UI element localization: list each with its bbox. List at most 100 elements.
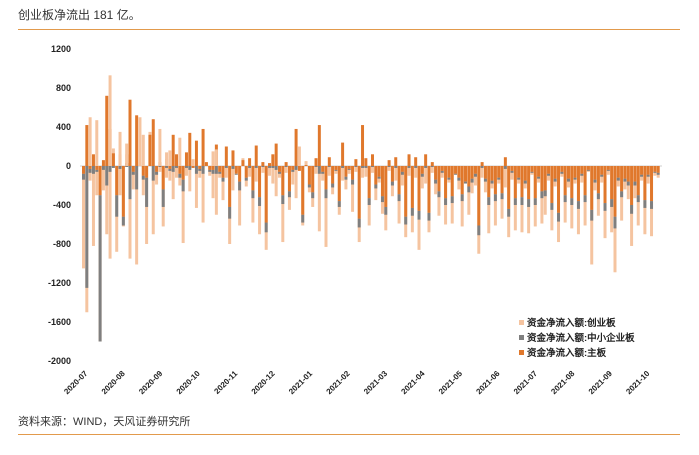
bar-zhongxiao <box>610 199 614 207</box>
bar-zhongxiao <box>351 179 355 185</box>
bar-zhongxiao <box>121 216 125 226</box>
bar-zhuban <box>98 166 102 196</box>
legend-label: 资金净流入额:主板 <box>527 347 607 359</box>
bar-zhongxiao <box>384 206 388 215</box>
bar-zhuban <box>184 152 188 166</box>
bar-zhongxiao <box>161 189 165 207</box>
headline: 创业板净流出 181 亿。 <box>18 8 141 22</box>
bar-zhuban <box>111 153 115 166</box>
bar-zhongxiao <box>198 168 202 171</box>
bar-zhuban <box>450 166 454 197</box>
bar-zhongxiao <box>334 169 338 171</box>
bar-chuangye <box>284 166 288 173</box>
bar-chuangye <box>135 166 139 265</box>
bar-zhongxiao <box>364 166 368 168</box>
bar-zhongxiao <box>85 166 89 288</box>
y-tick-label: -2000 <box>48 356 71 366</box>
bar-zhongxiao <box>194 166 198 174</box>
bar-zhongxiao <box>258 197 262 206</box>
legend-swatch <box>519 350 524 355</box>
bar-zhuban <box>656 166 660 173</box>
bar-zhuban <box>204 162 208 166</box>
bar-zhongxiao <box>573 177 577 180</box>
bar-zhongxiao <box>135 166 139 190</box>
bar-chuangye <box>294 166 298 199</box>
bar-zhuban <box>198 166 202 169</box>
bar-zhuban <box>487 166 491 198</box>
bar-zhuban <box>540 166 544 192</box>
bar-zhongxiao <box>480 166 484 168</box>
bar-zhuban <box>148 134 152 166</box>
bar-chuangye <box>141 134 145 166</box>
bar-zhongxiao <box>115 195 119 217</box>
bar-zhongxiao <box>141 175 145 180</box>
x-tick-label: 2020-08 <box>100 369 128 397</box>
bar-chuangye <box>88 166 92 181</box>
bar-chuangye <box>221 166 225 201</box>
y-tick-label: 400 <box>56 122 71 132</box>
bar-zhuban <box>467 166 471 187</box>
bar-zhongxiao <box>523 180 527 184</box>
x-axis: 2020-07 2020-08 2020-09 2020-10 2020-11 2020-… <box>62 369 652 397</box>
bar-zhongxiao <box>470 178 474 183</box>
bar-zhuban <box>115 166 119 196</box>
bar-zhuban <box>563 166 567 196</box>
bar-chuangye <box>101 166 105 191</box>
bar-zhuban <box>400 166 404 172</box>
bar-zhongxiao <box>327 166 331 167</box>
bar-zhongxiao <box>224 166 228 168</box>
bar-zhongxiao <box>105 166 109 186</box>
bar-zhongxiao <box>361 166 365 168</box>
bar-chuangye <box>261 166 265 173</box>
bar-zhuban <box>547 166 551 174</box>
bar-zhongxiao <box>424 166 428 168</box>
bar-zhuban <box>620 166 624 192</box>
bar-chuangye <box>291 166 295 185</box>
bar-zhuban <box>251 166 255 191</box>
bar-chuangye <box>268 166 272 176</box>
bar-chuangye <box>400 166 404 186</box>
bar-zhuban <box>101 160 105 166</box>
bar-zhongxiao <box>464 181 468 184</box>
bar-zhongxiao <box>493 194 497 202</box>
bar-zhongxiao <box>165 166 169 168</box>
bar-zhongxiao <box>311 192 315 199</box>
bar-zhongxiao <box>640 174 644 177</box>
bar-zhongxiao <box>437 191 441 198</box>
bar-zhuban <box>331 166 335 184</box>
bar-chuangye <box>327 166 331 176</box>
bar-zhongxiao <box>231 166 235 169</box>
bar-zhuban <box>254 145 258 166</box>
bar-zhuban <box>613 166 617 217</box>
bar-chuangye <box>168 150 172 166</box>
bar-zhuban <box>533 166 537 199</box>
bar-zhongxiao <box>291 169 295 172</box>
bar-zhuban <box>503 157 507 166</box>
bar-zhongxiao <box>274 166 278 170</box>
bar-zhuban <box>380 166 384 197</box>
bar-chuangye <box>231 166 235 191</box>
bar-chuangye <box>341 166 345 181</box>
bar-zhuban <box>646 166 650 175</box>
bar-zhongxiao <box>566 178 570 182</box>
bar-zhongxiao <box>341 166 345 168</box>
bar-zhongxiao <box>158 166 162 167</box>
bar-zhongxiao <box>317 166 321 174</box>
bar-zhuban <box>121 166 125 217</box>
bar-zhuban <box>277 166 281 172</box>
bar-zhongxiao <box>656 172 660 175</box>
bar-zhongxiao <box>354 166 358 167</box>
bar-chuangye <box>88 117 92 166</box>
bar-zhongxiao <box>271 166 275 168</box>
bar-zhongxiao <box>473 173 477 177</box>
bar-zhuban <box>354 159 358 166</box>
bar-zhuban <box>394 157 398 166</box>
bar-zhuban <box>523 166 527 181</box>
bar-zhongxiao <box>643 200 647 208</box>
bar-zhongxiao <box>460 194 464 202</box>
bar-zhongxiao <box>513 198 517 205</box>
bar-zhuban <box>141 166 145 176</box>
bar-zhongxiao <box>208 169 212 172</box>
bar-zhuban <box>384 166 388 207</box>
